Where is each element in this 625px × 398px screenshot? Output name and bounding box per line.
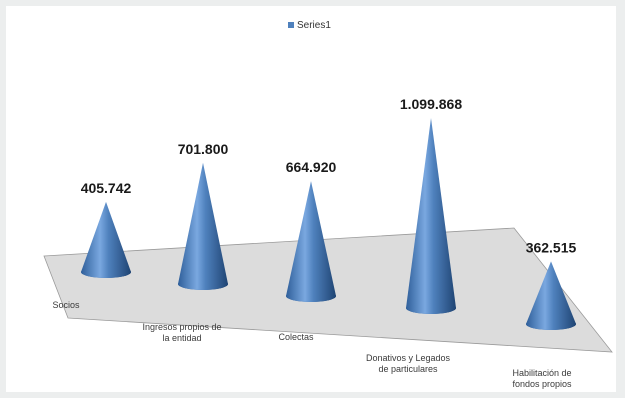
cone-chart: Series1 Socios Ingresos propios de la enti…: [43, 20, 613, 389]
category-label-3: Donativos y Legados de particulares: [366, 353, 451, 374]
legend-label: Series1: [297, 20, 331, 31]
value-label-0: 405.742: [81, 180, 132, 196]
cone-body-3: [406, 118, 456, 314]
category-label-line: Ingresos propios de: [142, 322, 221, 332]
category-label-1: Ingresos propios de la entidad: [142, 322, 221, 343]
cone-4: [526, 261, 576, 330]
cone-body-0: [81, 201, 131, 278]
data-marks: [81, 118, 576, 330]
cone-3: [406, 118, 456, 314]
cone-2: [286, 181, 336, 302]
category-label-line: Habilitación de: [512, 368, 571, 378]
category-label-4: Habilitación de fondos propios: [512, 368, 572, 389]
category-label-line: de particulares: [378, 364, 438, 374]
legend: Series1: [288, 20, 331, 31]
cone-body-4: [526, 261, 576, 330]
category-label-line: la entidad: [162, 333, 201, 343]
legend-swatch: [288, 22, 294, 28]
category-label-line: fondos propios: [512, 379, 572, 389]
value-label-4: 362.515: [526, 239, 577, 255]
cone-1: [178, 162, 228, 290]
value-label-1: 701.800: [178, 141, 229, 157]
value-label-2: 664.920: [286, 159, 337, 175]
value-labels: 405.742 701.800 664.920 1.099.868 362.515: [81, 96, 577, 255]
category-labels: Socios Ingresos propios de la entidad Colec…: [52, 300, 572, 389]
category-label-0: Socios: [52, 300, 80, 310]
category-label-line: Socios: [52, 300, 80, 310]
cone-body-2: [286, 181, 336, 302]
category-label-line: Colectas: [278, 332, 314, 342]
chart-area: Series1 Socios Ingresos propios de la enti…: [6, 6, 616, 392]
cone-body-1: [178, 162, 228, 290]
value-label-3: 1.099.868: [400, 96, 462, 112]
category-label-line: Donativos y Legados: [366, 353, 451, 363]
category-label-2: Colectas: [278, 332, 314, 342]
cone-0: [81, 201, 131, 278]
